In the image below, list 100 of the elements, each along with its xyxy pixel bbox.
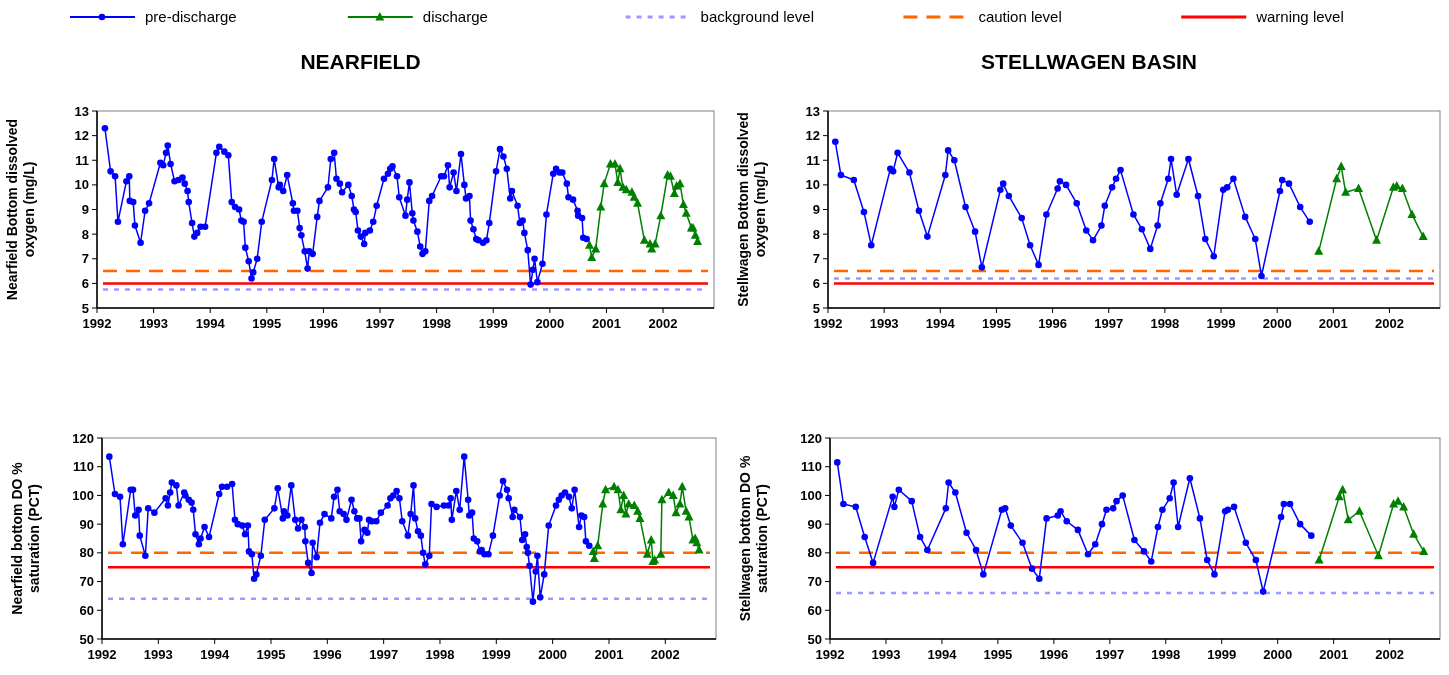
point [944, 147, 952, 154]
point [945, 479, 952, 486]
point [1054, 185, 1061, 192]
point [1194, 192, 1202, 200]
point [1354, 506, 1364, 515]
x-tick-label: 2000 [1263, 647, 1293, 662]
point [1073, 200, 1081, 207]
point [1112, 175, 1120, 183]
point [1372, 235, 1382, 244]
x-tick-label: 2002 [648, 316, 678, 331]
point [657, 494, 667, 504]
y-tick-label: 13 [74, 103, 89, 119]
point [669, 188, 679, 197]
point [1306, 218, 1314, 226]
point [867, 241, 875, 249]
y-tick-label: 9 [81, 202, 89, 217]
chart-title: NEARFIELD [300, 50, 421, 73]
point [1230, 503, 1238, 511]
point [619, 490, 629, 499]
point [869, 559, 877, 567]
point [924, 233, 931, 240]
point [942, 505, 950, 512]
point [1185, 155, 1192, 163]
point [1241, 213, 1249, 221]
point [1276, 187, 1284, 195]
point [1138, 225, 1146, 233]
x-tick-label: 2001 [1319, 647, 1349, 662]
point [924, 546, 931, 554]
point [978, 264, 986, 271]
point [1091, 540, 1099, 548]
x-tick-label: 2001 [591, 316, 621, 331]
x-tick-label: 1993 [143, 647, 173, 662]
point [1173, 191, 1180, 199]
point [587, 252, 597, 262]
point [1314, 246, 1324, 255]
x-tick-label: 1996 [1038, 316, 1068, 331]
legend-label: discharge [422, 8, 488, 25]
point [942, 171, 949, 179]
y-tick-label: 80 [807, 545, 822, 561]
point [1203, 556, 1211, 564]
y-tick-label: 100 [800, 487, 822, 503]
point [852, 503, 860, 511]
point [915, 207, 923, 215]
x-tick-label: 2001 [594, 647, 624, 662]
point [1186, 474, 1194, 482]
point [621, 509, 631, 518]
x-tick-label: 1998 [1150, 316, 1180, 331]
point [1251, 235, 1259, 243]
y-tick-label: 11 [806, 152, 820, 168]
point [951, 156, 958, 164]
x-tick-label: 1995 [256, 647, 286, 662]
point [963, 529, 970, 537]
point [972, 546, 980, 554]
x-tick-label: 1995 [252, 316, 282, 331]
point [1062, 181, 1070, 189]
point [1167, 155, 1175, 163]
x-tick-label: 2000 [535, 316, 565, 331]
y-axis-title: Stellwagen bottom DO % saturation (PCT) [736, 455, 770, 622]
x-tick-label: 2000 [538, 647, 568, 662]
point [1252, 556, 1260, 564]
point [675, 499, 685, 508]
point [656, 549, 666, 558]
point [1063, 517, 1071, 525]
y-tick-label: 50 [807, 631, 822, 647]
point [1035, 261, 1042, 269]
x-tick-label: 1998 [425, 647, 455, 662]
point [1296, 203, 1304, 211]
point [861, 533, 868, 541]
point [1285, 180, 1293, 187]
y-tick-label: 110 [801, 459, 822, 475]
point [1108, 184, 1116, 191]
x-tick-label: 1996 [308, 316, 338, 331]
point [1147, 558, 1155, 565]
point [593, 540, 603, 550]
point [1154, 523, 1162, 531]
point [1338, 484, 1348, 494]
point [1280, 500, 1288, 508]
point [692, 537, 702, 547]
point [1131, 536, 1138, 544]
x-tick-label: 1994 [200, 647, 230, 662]
point [1409, 529, 1419, 538]
x-tick-label: 1998 [422, 316, 452, 331]
legend-label: pre-discharge [145, 8, 237, 25]
point [916, 533, 924, 541]
x-tick-label: 1996 [1039, 647, 1069, 662]
point [677, 481, 687, 491]
point [1164, 175, 1172, 183]
point [1196, 515, 1204, 522]
point [1334, 491, 1344, 501]
point [1146, 245, 1154, 253]
point [952, 489, 959, 496]
y-axis-title: Nearfield bottom DO % saturation (PCT) [8, 461, 42, 615]
point [671, 507, 681, 517]
x-tick-label: 1997 [1094, 316, 1124, 331]
y-tick-label: 7 [812, 251, 820, 267]
point [599, 178, 609, 188]
y-tick-label: 8 [812, 226, 820, 242]
x-tick-label: 1993 [871, 647, 901, 662]
point [962, 203, 969, 211]
y-tick-label: 13 [805, 103, 820, 119]
